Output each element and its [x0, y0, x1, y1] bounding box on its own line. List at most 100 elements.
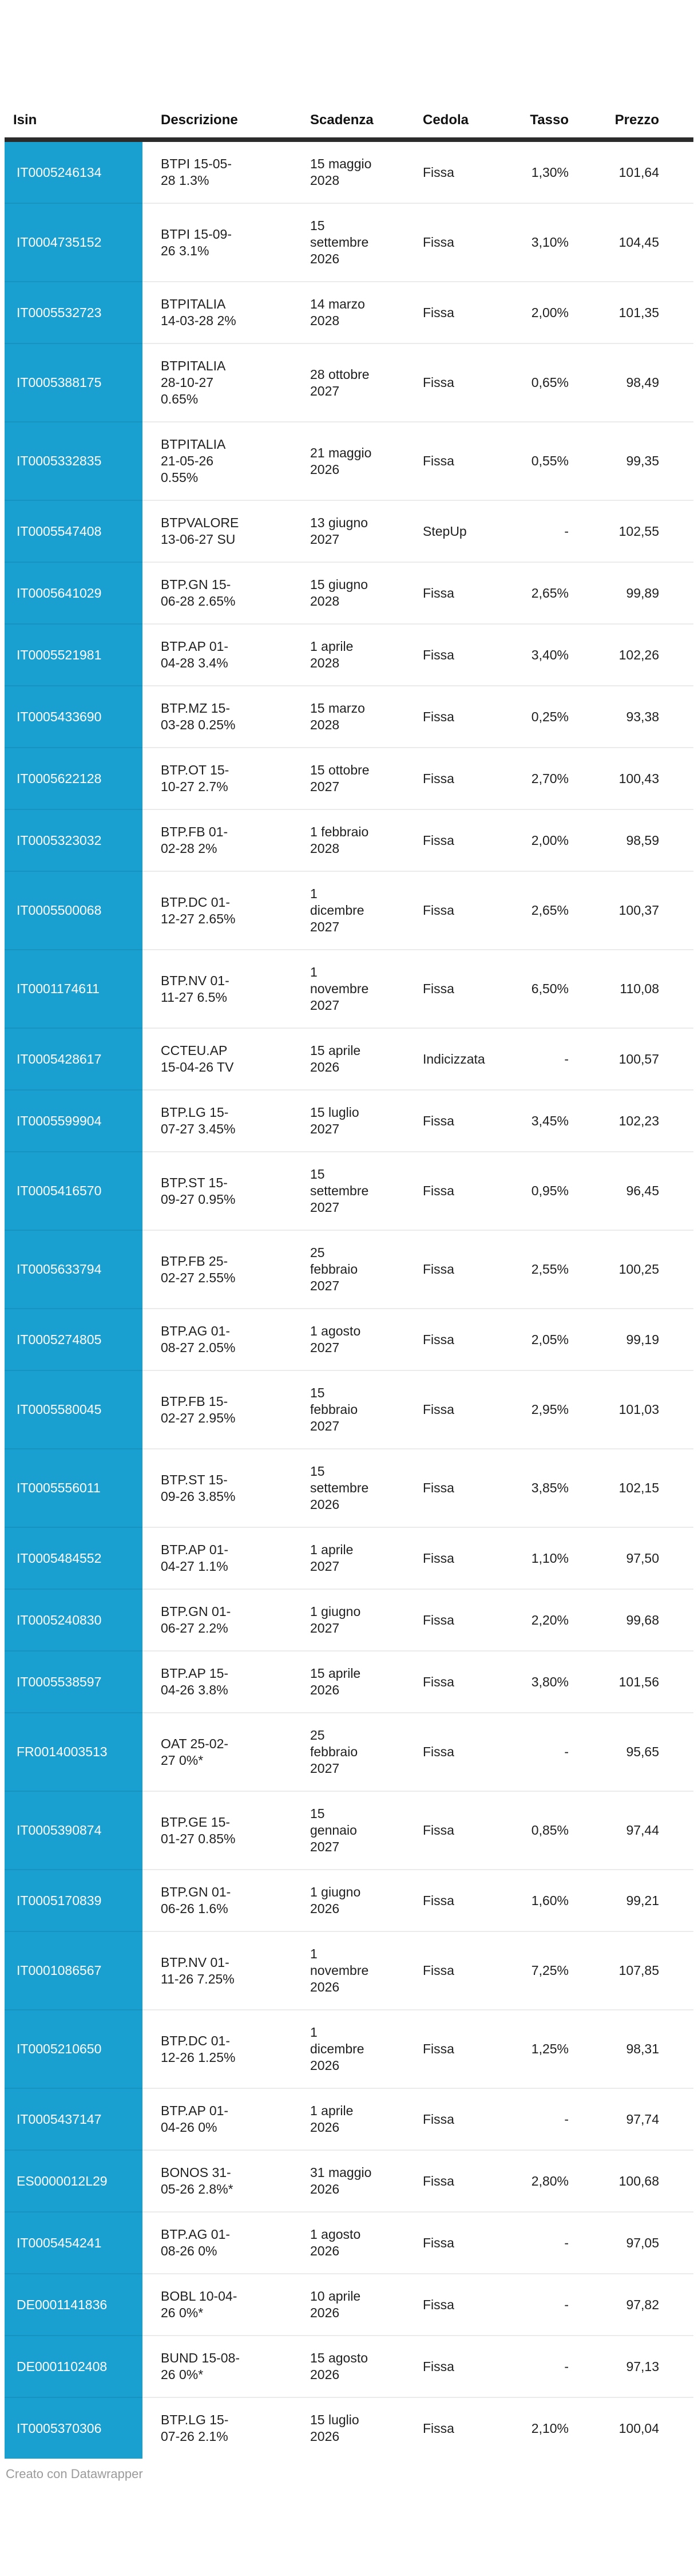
cell-cedola: Fissa — [404, 2273, 520, 2336]
cell-tasso: 3,40% — [520, 623, 569, 686]
cell-descrizione: BTP.ST 15-09-26 3.85% — [142, 1448, 292, 1527]
cell-scadenza: 1 agosto 2026 — [292, 2211, 404, 2274]
cell-tasso: 0,65% — [520, 343, 569, 422]
cell-isin: IT0005388175 — [5, 343, 142, 422]
cell-descrizione: BTP.AP 01-04-27 1.1% — [142, 1527, 292, 1589]
cell-cedola: Fissa — [404, 685, 520, 748]
table-row: IT0005246134 BTPI 15-05-28 1.3% 15 maggi… — [5, 139, 693, 203]
table-row: IT0005274805 BTP.AG 01-08-27 2.05% 1 ago… — [5, 1308, 693, 1370]
cell-scadenza: 13 giugno 2027 — [292, 500, 404, 562]
attribution: Creato con Datawrapper — [6, 2467, 698, 2482]
cell-prezzo: 110,08 — [569, 949, 693, 1028]
cell-prezzo: 100,37 — [569, 871, 693, 950]
cell-prezzo: 93,38 — [569, 685, 693, 748]
cell-scadenza: 21 maggio 2026 — [292, 421, 404, 500]
table-row: IT0005323032 BTP.FB 01-02-28 2% 1 febbra… — [5, 809, 693, 871]
cell-prezzo: 100,25 — [569, 1230, 693, 1309]
cell-tasso: 0,95% — [520, 1151, 569, 1230]
cell-tasso: 2,05% — [520, 1308, 569, 1370]
cell-scadenza: 15 gennaio 2027 — [292, 1791, 404, 1870]
cell-isin: IT0005599904 — [5, 1089, 142, 1152]
cell-cedola: Fissa — [404, 1527, 520, 1589]
table-row: IT0005538597 BTP.AP 15-04-26 3.8% 15 apr… — [5, 1650, 693, 1713]
cell-scadenza: 1 dicembre 2026 — [292, 2009, 404, 2088]
cell-tasso: 2,95% — [520, 1370, 569, 1449]
cell-tasso: - — [520, 500, 569, 562]
cell-tasso: 2,70% — [520, 747, 569, 809]
cell-prezzo: 102,55 — [569, 500, 693, 562]
cell-prezzo: 101,64 — [569, 139, 693, 203]
cell-isin: IT0005437147 — [5, 2088, 142, 2150]
cell-isin: DE0001141836 — [5, 2273, 142, 2336]
cell-prezzo: 100,68 — [569, 2150, 693, 2212]
cell-cedola: Fissa — [404, 949, 520, 1028]
cell-prezzo: 97,74 — [569, 2088, 693, 2150]
cell-descrizione: BUND 15-08-26 0%* — [142, 2335, 292, 2397]
cell-isin: IT0005633794 — [5, 1230, 142, 1309]
datawrapper-link[interactable]: Datawrapper — [70, 2467, 143, 2481]
cell-descrizione: BTP.DC 01-12-26 1.25% — [142, 2009, 292, 2088]
cell-tasso: 3,80% — [520, 1650, 569, 1713]
cell-descrizione: BTPVALORE 13-06-27 SU — [142, 500, 292, 562]
table-row: IT0005484552 BTP.AP 01-04-27 1.1% 1 apri… — [5, 1527, 693, 1589]
cell-prezzo: 96,45 — [569, 1151, 693, 1230]
bond-table-page: Isin Descrizione Scadenza Cedola Tasso P… — [0, 92, 698, 2482]
cell-cedola: Fissa — [404, 1308, 520, 1370]
col-header-cedola: Cedola — [404, 92, 520, 142]
cell-prezzo: 104,45 — [569, 203, 693, 282]
cell-isin: IT0004735152 — [5, 203, 142, 282]
cell-isin: FR0014003513 — [5, 1712, 142, 1791]
cell-prezzo: 99,21 — [569, 1869, 693, 1931]
table-row: IT0004735152 BTPI 15-09-26 3.1% 15 sette… — [5, 203, 693, 282]
cell-tasso: 2,65% — [520, 871, 569, 950]
cell-scadenza: 15 settembre 2027 — [292, 1151, 404, 1230]
cell-descrizione: BTP.AP 01-04-26 0% — [142, 2088, 292, 2150]
cell-tasso: - — [520, 2273, 569, 2336]
cell-prezzo: 102,23 — [569, 1089, 693, 1152]
cell-isin: IT0005433690 — [5, 685, 142, 748]
cell-isin: IT0005532723 — [5, 281, 142, 343]
cell-tasso: 6,50% — [520, 949, 569, 1028]
cell-cedola: Fissa — [404, 2009, 520, 2088]
table-row: IT0005416570 BTP.ST 15-09-27 0.95% 15 se… — [5, 1151, 693, 1230]
cell-cedola: Fissa — [404, 1791, 520, 1870]
cell-scadenza: 15 agosto 2026 — [292, 2335, 404, 2397]
cell-scadenza: 1 agosto 2027 — [292, 1308, 404, 1370]
cell-tasso: 1,10% — [520, 1527, 569, 1589]
cell-descrizione: BTP.AG 01-08-26 0% — [142, 2211, 292, 2274]
cell-isin: IT0005454241 — [5, 2211, 142, 2274]
cell-prezzo: 97,82 — [569, 2273, 693, 2336]
cell-scadenza: 15 marzo 2028 — [292, 685, 404, 748]
cell-cedola: Fissa — [404, 421, 520, 500]
cell-descrizione: BTP.AG 01-08-27 2.05% — [142, 1308, 292, 1370]
cell-tasso: - — [520, 2335, 569, 2397]
cell-tasso: 0,55% — [520, 421, 569, 500]
cell-prezzo: 98,49 — [569, 343, 693, 422]
table-row: IT0005370306 BTP.LG 15-07-26 2.1% 15 lug… — [5, 2397, 693, 2459]
table-row: IT0005633794 BTP.FB 25-02-27 2.55% 25 fe… — [5, 1230, 693, 1309]
cell-scadenza: 25 febbraio 2027 — [292, 1230, 404, 1309]
cell-descrizione: BTP.MZ 15-03-28 0.25% — [142, 685, 292, 748]
cell-scadenza: 1 aprile 2027 — [292, 1527, 404, 1589]
cell-descrizione: BTPI 15-09-26 3.1% — [142, 203, 292, 282]
cell-tasso: 2,80% — [520, 2150, 569, 2212]
cell-cedola: Fissa — [404, 1869, 520, 1931]
cell-prezzo: 101,35 — [569, 281, 693, 343]
cell-descrizione: BTPITALIA 14-03-28 2% — [142, 281, 292, 343]
cell-descrizione: BTP.LG 15-07-26 2.1% — [142, 2397, 292, 2459]
cell-scadenza: 15 settembre 2026 — [292, 1448, 404, 1527]
cell-prezzo: 98,59 — [569, 809, 693, 871]
cell-scadenza: 15 giugno 2028 — [292, 562, 404, 624]
cell-tasso: 0,25% — [520, 685, 569, 748]
cell-descrizione: BTP.AP 01-04-28 3.4% — [142, 623, 292, 686]
cell-tasso: 3,45% — [520, 1089, 569, 1152]
cell-cedola: Fissa — [404, 747, 520, 809]
cell-scadenza: 15 maggio 2028 — [292, 139, 404, 203]
cell-cedola: Fissa — [404, 2335, 520, 2397]
cell-prezzo: 102,26 — [569, 623, 693, 686]
cell-cedola: Fissa — [404, 343, 520, 422]
table-row: ES0000012L29 BONOS 31-05-26 2.8%* 31 mag… — [5, 2150, 693, 2212]
cell-tasso: 2,55% — [520, 1230, 569, 1309]
cell-descrizione: BTP.ST 15-09-27 0.95% — [142, 1151, 292, 1230]
cell-cedola: Fissa — [404, 1589, 520, 1651]
